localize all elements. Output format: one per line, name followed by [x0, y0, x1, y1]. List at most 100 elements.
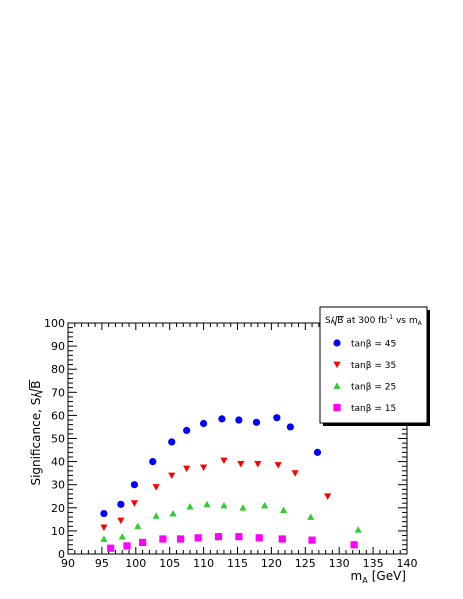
data-point [152, 484, 160, 491]
y-tick-label: 60 [51, 409, 65, 422]
data-point [130, 500, 139, 507]
y-axis-label: Significance, S/ [29, 393, 43, 486]
sqrt-sign [29, 379, 44, 397]
data-point [176, 535, 185, 543]
data-point [308, 536, 316, 544]
y-tick-label: 70 [51, 386, 65, 399]
legend-sqrt-sign [331, 316, 344, 327]
y-tick-label: 100 [44, 317, 65, 330]
legend-entries: tanβ = 45 tanβ = 35 tanβ = 25 tanβ = 15 [333, 339, 396, 414]
x-axis-label: m [351, 569, 363, 583]
y-tick-label: 30 [51, 479, 65, 492]
data-point [252, 418, 261, 426]
data-point [194, 534, 202, 542]
data-point [149, 458, 157, 466]
legend-title-sqrt: B [337, 316, 343, 326]
data-point [239, 504, 247, 511]
data-point [255, 534, 263, 542]
data-point [168, 438, 176, 446]
data-point [200, 419, 208, 428]
x-tick-label: 90 [61, 557, 75, 570]
legend-title-sub: A [418, 320, 423, 327]
data-point [130, 481, 139, 489]
data-point [152, 512, 160, 519]
data-point [107, 544, 115, 552]
x-axis-title: mA [GeV] [351, 569, 406, 585]
x-axis-unit: [GeV] [372, 569, 406, 583]
x-tick-label: 125 [295, 557, 316, 570]
y-axis-label-sqrt: B [29, 380, 43, 388]
data-point [324, 493, 332, 500]
legend-title: S/B at 300 fb-1 vs mA [325, 314, 423, 327]
data-point [354, 526, 362, 533]
data-point [350, 541, 358, 549]
data-point [291, 470, 299, 477]
x-tick-label: 130 [329, 557, 350, 570]
data-point [134, 522, 142, 530]
data-point [118, 533, 126, 540]
x-tick-label: 120 [261, 557, 282, 570]
data-point [168, 472, 176, 480]
y-tick-label: 50 [51, 433, 65, 446]
data-point [278, 535, 286, 543]
series-3 [107, 533, 358, 552]
legend-title-vs: vs m [393, 316, 418, 326]
y-tick-label: 20 [51, 502, 65, 515]
x-tick-label: 95 [95, 557, 109, 570]
data-point [138, 538, 147, 547]
series-2 [100, 500, 362, 542]
data-point [235, 533, 243, 541]
legend-marker [333, 361, 341, 369]
data-point [123, 542, 131, 550]
data-point [183, 465, 191, 473]
data-point [273, 414, 281, 422]
x-tick-label: 115 [227, 557, 248, 570]
legend-title-sup: -1 [387, 314, 393, 321]
legend-label: tanβ = 45 [351, 340, 396, 350]
legend-title-middle: at 300 fb [343, 316, 387, 326]
data-point [220, 501, 228, 509]
x-tick-label: 100 [125, 557, 146, 570]
data-point [286, 423, 294, 431]
data-point [274, 462, 282, 469]
legend-marker [333, 403, 341, 412]
data-point [254, 461, 262, 468]
data-point [100, 524, 108, 532]
data-point [313, 448, 322, 456]
y-axis-title: Significance, S/B [29, 379, 44, 486]
data-point [261, 501, 269, 509]
data-point [307, 513, 315, 520]
series-0 [100, 414, 322, 518]
legend-marker [333, 382, 341, 389]
y-tick-label: 80 [51, 363, 65, 376]
legend-label: tanβ = 35 [351, 361, 396, 371]
data-point [203, 500, 211, 508]
data-point [218, 415, 226, 423]
x-axis-label-sub: A [362, 576, 368, 585]
y-tick-label: 10 [51, 525, 65, 538]
y-tick-label: 0 [58, 548, 65, 561]
data-point [220, 457, 228, 465]
x-tick-label: 105 [159, 557, 180, 570]
data-point [200, 464, 208, 471]
data-point [235, 416, 243, 424]
x-tick-label: 110 [193, 557, 214, 570]
x-tick-label: 140 [397, 557, 418, 570]
data-point [100, 509, 108, 518]
data-point [117, 517, 125, 525]
y-tick-label: 90 [51, 340, 65, 353]
data-point [159, 535, 167, 543]
legend-title-prefix: S/ [325, 316, 335, 326]
data-point [117, 500, 125, 508]
svg-text:Significance, S/B: Significance, S/B [29, 380, 43, 485]
data-point [280, 506, 288, 513]
data-series [100, 414, 362, 552]
data-point [237, 461, 245, 468]
data-point [169, 509, 177, 517]
y-axis: 0 10 20 30 40 50 60 70 80 90 100 [44, 317, 407, 561]
series-1 [100, 457, 332, 532]
data-point [214, 533, 223, 541]
legend: S/B at 300 fb-1 vs mA tanβ = 45 tanβ = 35… [319, 306, 430, 426]
data-point [183, 426, 191, 435]
